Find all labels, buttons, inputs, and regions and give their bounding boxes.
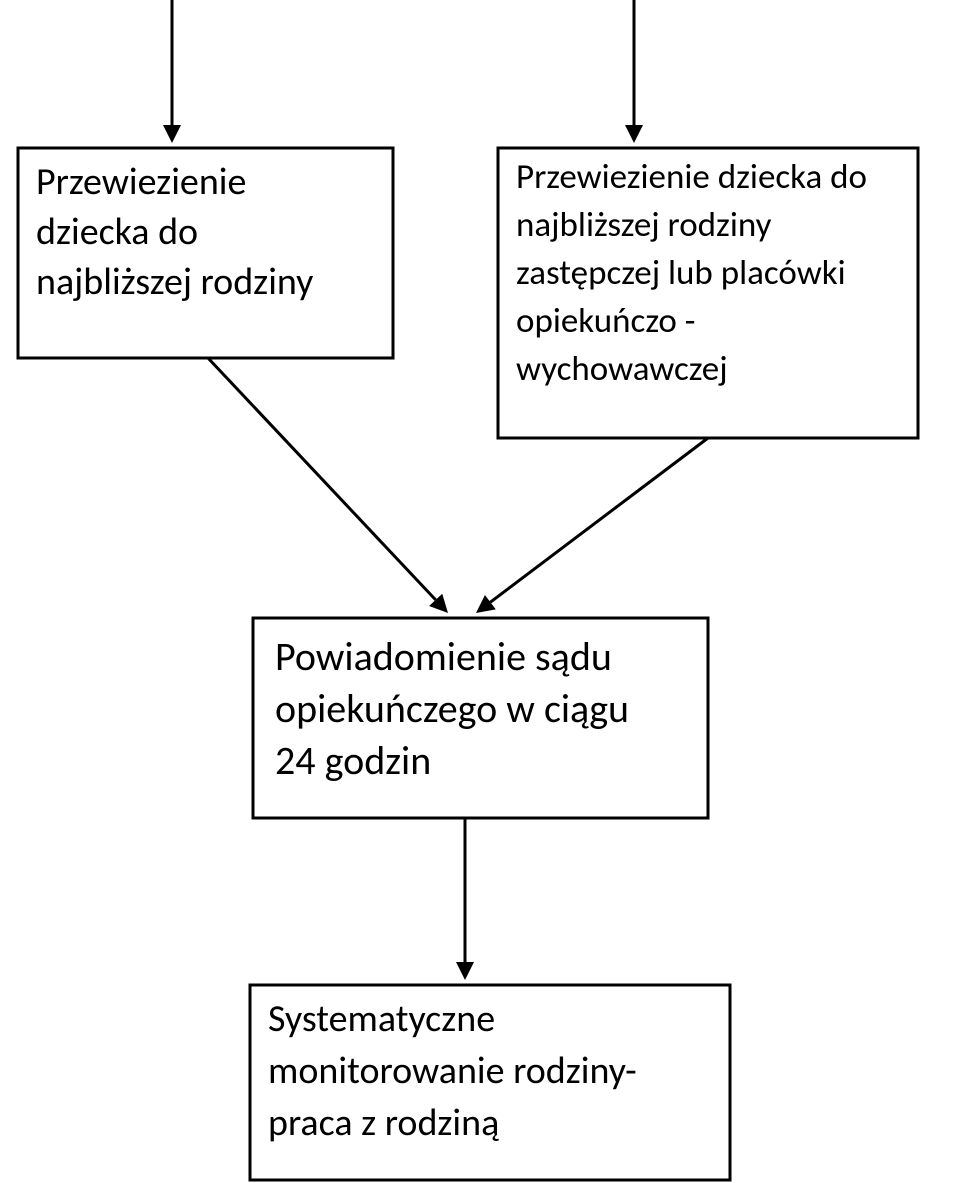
flow-node: Systematycznemonitorowanie rodziny-praca… <box>250 985 730 1180</box>
flow-node: Przewiezieniedziecka donajbliższej rodzi… <box>18 148 393 358</box>
flow-node: Przewiezienie dziecka donajbliższej rodz… <box>498 148 918 438</box>
flow-node: Powiadomienie sąduopiekuńczego w ciągu24… <box>253 618 708 818</box>
flowchart-canvas: Przewiezieniedziecka donajbliższej rodzi… <box>0 0 960 1183</box>
